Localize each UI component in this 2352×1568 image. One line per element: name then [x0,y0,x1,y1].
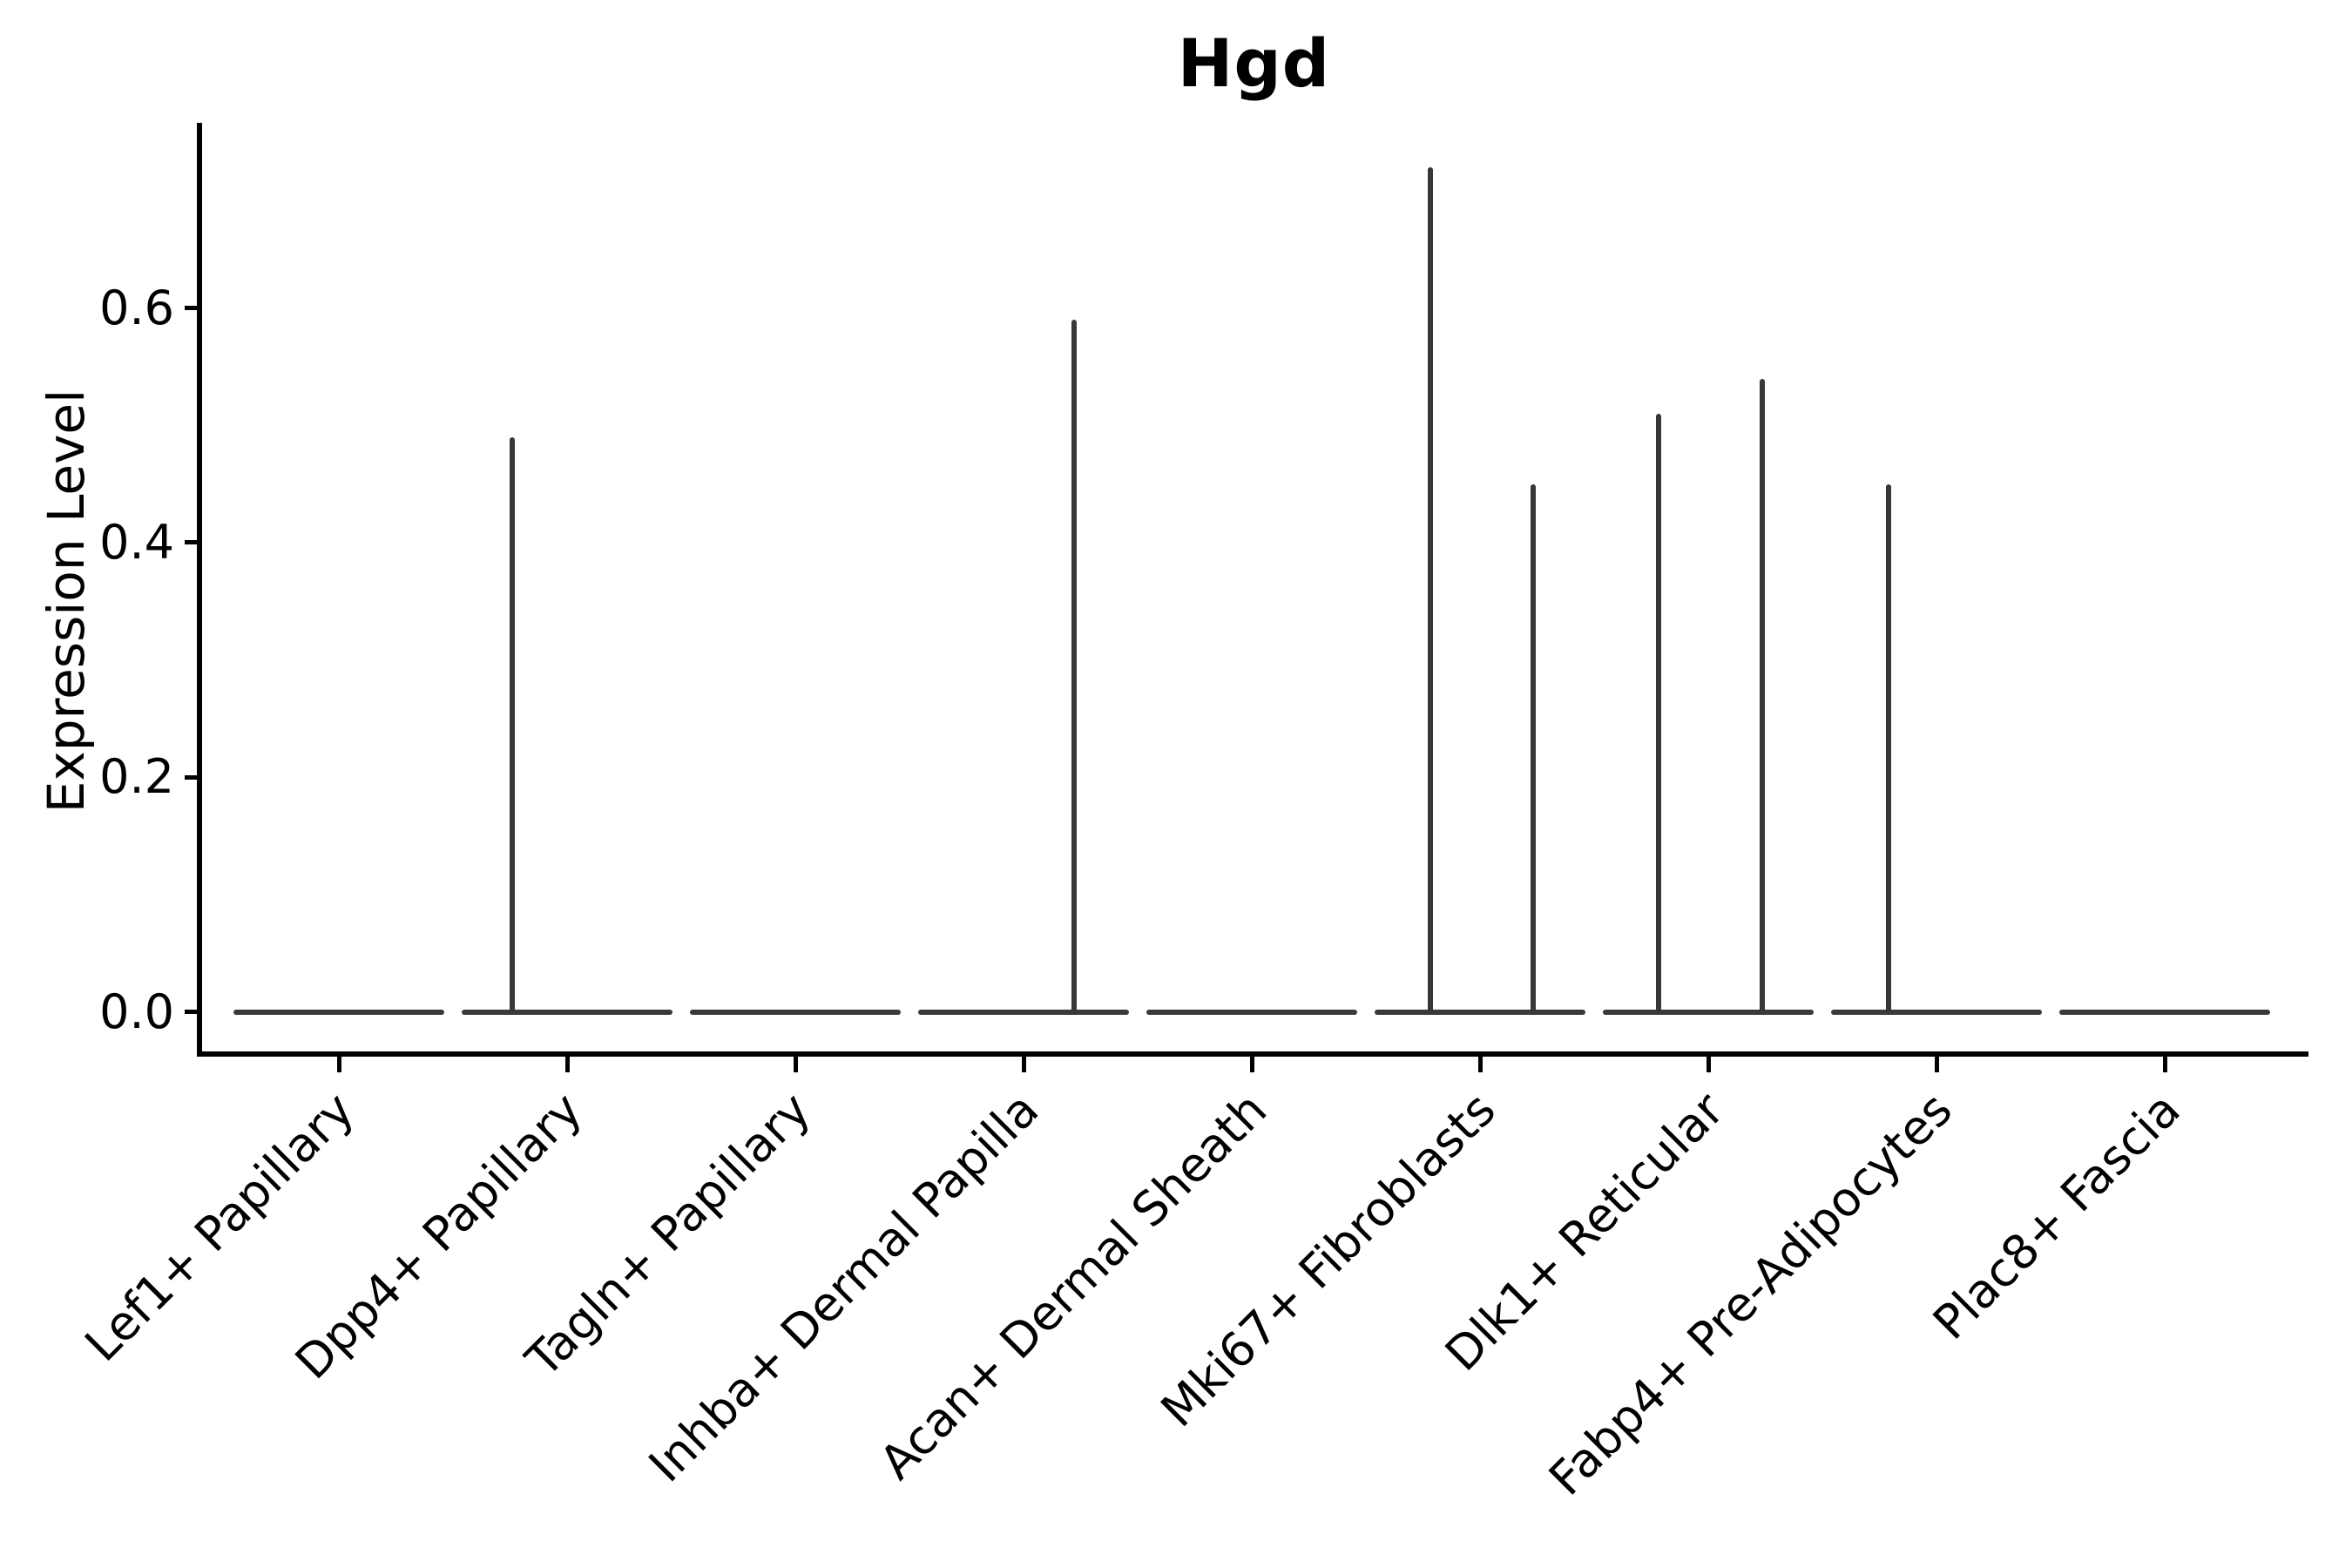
x-tick-mark [1249,1057,1254,1072]
x-tick-mark [793,1057,798,1072]
violin-baseline [918,1009,1129,1015]
x-tick-label: Acan+ Dermal Sheath [869,1082,1278,1490]
y-tick-label: 0.6 [99,280,174,335]
y-tick-mark [185,540,199,545]
x-tick-mark [336,1057,341,1072]
violin-baseline [462,1009,672,1015]
violin-baseline [233,1009,444,1015]
x-tick-mark [564,1057,570,1072]
violin-baseline [1603,1009,1814,1015]
violin-spike [1531,483,1536,1012]
x-tick-mark [2162,1057,2167,1072]
violin-baseline [2059,1009,2270,1015]
y-axis-label: Expression Level [37,389,96,814]
y-tick-label: 0.4 [99,514,174,570]
violin-baseline [1831,1009,2042,1015]
x-axis-spine [197,1051,2308,1057]
x-tick-label: Fabp4+ Pre-Adipocytes [1538,1082,1963,1506]
violin-spike [1760,378,1765,1012]
y-tick-mark [185,306,199,311]
violin-baseline [690,1009,901,1015]
y-tick-mark [185,774,199,780]
violin-spike [1071,320,1077,1012]
y-axis-spine [197,123,202,1057]
x-tick-mark [1706,1057,1711,1072]
y-tick-mark [185,1010,199,1015]
violin-spike [510,436,515,1012]
x-tick-label: Plac8+ Fascia [1922,1082,2191,1350]
violin-spike [1656,413,1661,1012]
violin-baseline [1375,1009,1585,1015]
chart-title: Hgd [1177,24,1331,102]
x-tick-label: Inhba+ Dermal Papilla [639,1082,1050,1493]
y-tick-label: 0.0 [99,983,174,1039]
violin-baseline [1146,1009,1357,1015]
y-tick-label: 0.2 [99,749,174,805]
x-tick-mark [1021,1057,1026,1072]
x-tick-mark [1477,1057,1483,1072]
violin-spike [1886,483,1891,1012]
violin-spike [1428,167,1433,1012]
x-tick-mark [1934,1057,1939,1072]
